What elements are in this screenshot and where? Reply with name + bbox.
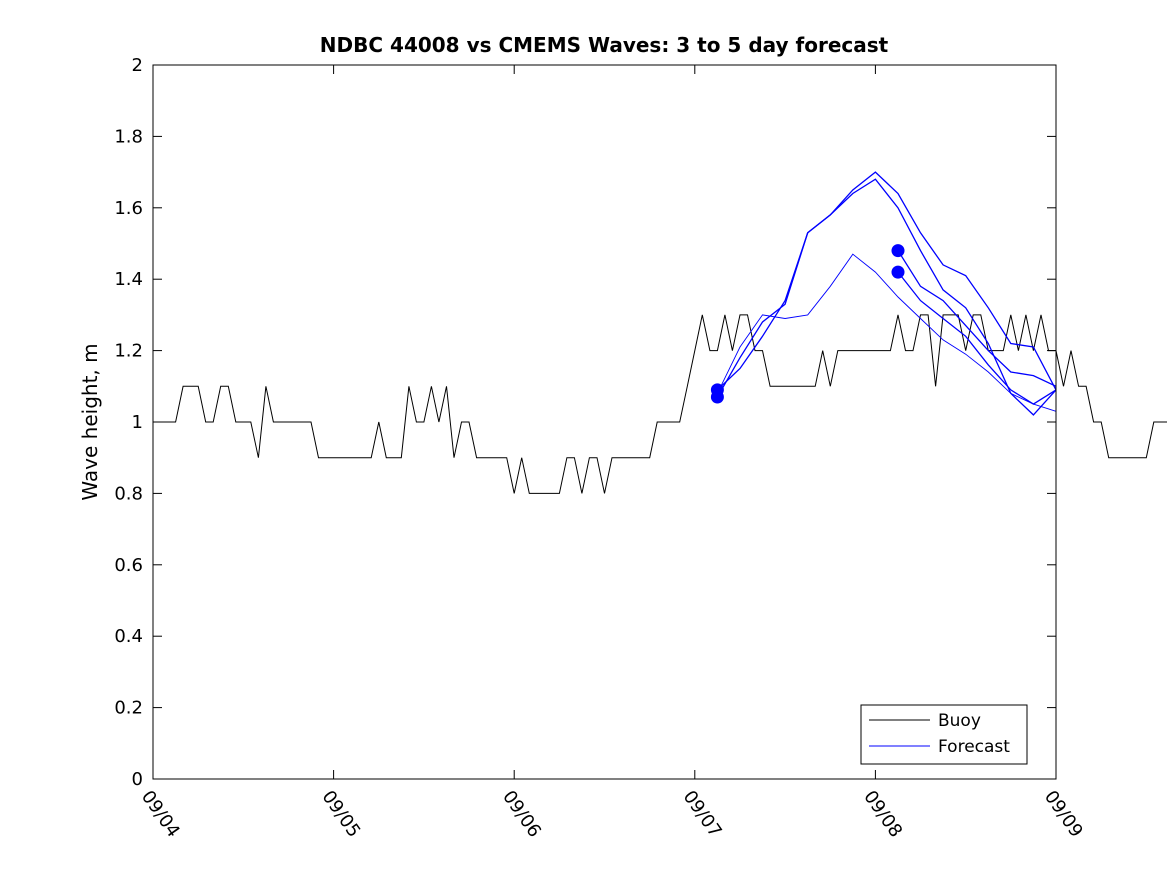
forecast-line-3 [716,253,1057,412]
y-tick-label: 0.8 [114,483,143,504]
chart-title: NDBC 44008 vs CMEMS Waves: 3 to 5 day fo… [320,33,889,57]
y-tick-label: 1.6 [114,198,143,219]
plot-layer [153,171,1167,494]
y-axis-title: Wave height, m [78,343,102,500]
y-tick-label: 1.2 [114,341,143,362]
legend-forecast-label: Forecast [938,737,1010,757]
y-tick-label: 1.8 [114,126,143,147]
legend-buoy-label: Buoy [938,711,981,731]
y-tick-label: 0.4 [114,626,143,647]
y-tick-label: 0.2 [114,698,143,719]
forecast-line-1 [716,178,1057,416]
forecast-marker-4 [891,265,905,279]
forecast-marker-3 [891,244,905,258]
y-tick-label: 0 [132,769,143,790]
legend: Buoy Forecast [860,704,1028,765]
y-tick-label: 0.6 [114,555,143,576]
y-tick-label: 1 [132,412,143,433]
y-tick-label: 2 [132,55,143,76]
forecast-line-4 [897,250,1057,387]
forecast-line-2 [716,171,1057,398]
y-tick-label: 1.4 [114,269,143,290]
forecast-marker-2 [710,390,724,404]
buoy-series-line [153,314,1167,494]
forecast-line-5 [897,271,1057,405]
legend-box [860,704,1028,765]
